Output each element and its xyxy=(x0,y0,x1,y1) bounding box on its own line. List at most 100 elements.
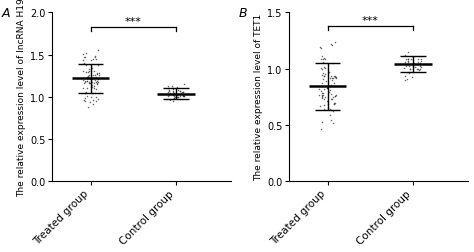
Point xyxy=(326,107,333,111)
Point xyxy=(319,78,327,82)
Point xyxy=(410,62,417,66)
Point xyxy=(404,57,411,61)
Point xyxy=(164,85,172,89)
Point xyxy=(318,96,326,100)
Point xyxy=(93,73,100,77)
Point xyxy=(165,93,173,97)
Point xyxy=(319,61,327,65)
Point xyxy=(319,71,327,75)
Point xyxy=(169,90,177,94)
Text: A: A xyxy=(2,7,10,19)
Point xyxy=(332,77,340,81)
Point xyxy=(91,92,99,96)
Point xyxy=(330,81,338,85)
Point xyxy=(94,64,101,68)
Point xyxy=(91,55,99,59)
Point xyxy=(318,67,325,71)
Point xyxy=(90,103,97,107)
Point xyxy=(95,72,102,76)
Point xyxy=(179,91,186,95)
Point xyxy=(79,53,87,57)
Point xyxy=(94,77,101,81)
Point xyxy=(84,71,92,75)
Point xyxy=(324,103,331,107)
Point xyxy=(404,57,411,61)
Point xyxy=(410,62,417,66)
Point xyxy=(405,71,413,75)
Point xyxy=(320,103,328,107)
Text: ***: *** xyxy=(125,17,142,27)
Point xyxy=(410,65,417,69)
Point xyxy=(165,90,173,94)
Point xyxy=(86,82,94,86)
Point xyxy=(88,80,96,84)
Point xyxy=(83,86,91,90)
Point xyxy=(164,92,172,96)
Point xyxy=(320,88,328,92)
Point xyxy=(407,58,414,62)
Point xyxy=(81,100,89,104)
Point xyxy=(85,70,92,74)
Point xyxy=(173,93,181,97)
Point xyxy=(79,69,86,73)
Point xyxy=(173,96,180,100)
Point xyxy=(410,62,418,66)
Point xyxy=(409,55,417,59)
Point xyxy=(85,106,92,110)
Point xyxy=(94,81,102,85)
Point xyxy=(86,78,93,82)
Point xyxy=(415,67,422,71)
Point xyxy=(317,46,324,50)
Point xyxy=(323,100,331,104)
Point xyxy=(164,87,172,91)
Point xyxy=(328,98,336,102)
Point xyxy=(90,70,98,74)
Point xyxy=(401,78,409,82)
Point xyxy=(179,93,186,97)
Point xyxy=(85,80,93,84)
Point xyxy=(417,66,425,70)
Point xyxy=(170,97,178,101)
Point xyxy=(411,66,419,70)
Point xyxy=(327,84,334,88)
Point xyxy=(326,88,334,92)
Point xyxy=(416,62,424,67)
Point xyxy=(93,83,101,87)
Point xyxy=(179,94,187,98)
Point xyxy=(318,58,325,62)
Point xyxy=(327,43,335,47)
Point xyxy=(332,93,339,98)
Point xyxy=(91,86,98,90)
Point xyxy=(181,82,188,86)
Point xyxy=(320,107,328,111)
Point xyxy=(404,60,412,64)
Point xyxy=(401,75,409,79)
Point xyxy=(82,51,90,55)
Point xyxy=(326,91,333,95)
Point xyxy=(414,58,421,62)
Point xyxy=(82,90,90,94)
Point xyxy=(318,91,326,96)
Point xyxy=(327,75,335,79)
Point xyxy=(417,59,424,64)
Point xyxy=(175,89,182,93)
Point xyxy=(87,63,94,67)
Point xyxy=(324,86,331,90)
Point xyxy=(83,77,91,81)
Point xyxy=(86,101,94,105)
Point xyxy=(417,57,425,61)
Point xyxy=(180,95,187,99)
Point xyxy=(85,82,92,86)
Point xyxy=(80,55,88,59)
Point xyxy=(402,58,410,62)
Point xyxy=(180,95,188,99)
Point xyxy=(89,74,97,78)
Point xyxy=(328,77,336,81)
Point xyxy=(177,92,184,96)
Point xyxy=(331,74,339,78)
Point xyxy=(173,94,181,98)
Point xyxy=(414,61,422,65)
Point xyxy=(329,77,337,81)
Point xyxy=(83,79,91,83)
Point xyxy=(408,76,416,80)
